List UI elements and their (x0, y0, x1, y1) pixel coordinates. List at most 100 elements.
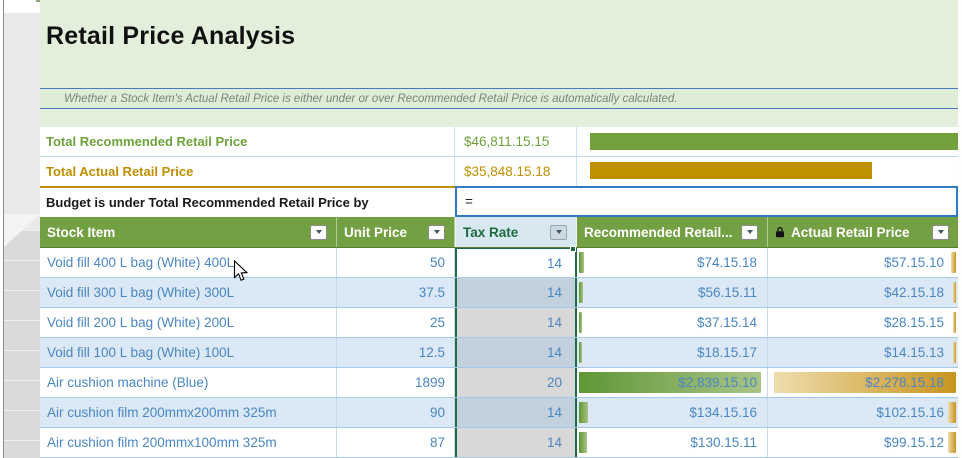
cell-recommended[interactable]: $74.15.18 (577, 248, 768, 277)
cell-stock-item[interactable]: Void fill 400 L bag (White) 400L (40, 248, 337, 277)
header-stock-item-label: Stock Item (47, 224, 116, 240)
summary-value-recommended[interactable]: $46,811.15.15 (455, 127, 577, 156)
chevron-down-icon (315, 230, 322, 234)
actual-data-bar (773, 372, 956, 393)
cell-stock-item[interactable]: Void fill 100 L bag (White) 100L (40, 338, 337, 367)
actual-data-bar (951, 252, 956, 273)
cell-stock-item[interactable]: Air cushion film 200mmx200mm 325m (40, 398, 337, 427)
filter-button[interactable] (932, 224, 949, 240)
cell-stock-item[interactable]: Air cushion film 200mmx100mm 325m (40, 428, 337, 457)
header-stock-item[interactable]: Stock Item (40, 217, 337, 247)
table-row: Air cushion film 200mmx100mm 325m 87 14 … (40, 428, 958, 458)
cell-recommended[interactable]: $37.15.14 (577, 308, 768, 337)
cell-recommended[interactable]: $2,839.15.10 (577, 368, 768, 397)
header-recommended-retail[interactable]: Recommended Retail... (577, 217, 768, 247)
rail-lower (4, 230, 40, 458)
table-row: Void fill 100 L bag (White) 100L 12.5 14… (40, 338, 958, 368)
actual-data-bar (947, 402, 956, 423)
selection-handle[interactable] (570, 246, 576, 252)
worksheet-left-rail (0, 0, 40, 458)
title-block: Retail Price Analysis Whether a Stock It… (40, 0, 958, 127)
cell-tax-rate[interactable]: 14 (455, 338, 577, 367)
filter-button[interactable] (310, 224, 327, 240)
cell-recommended[interactable]: $56.15.11 (577, 278, 768, 307)
table-header-row: Stock Item Unit Price Tax Rate Recommend… (40, 217, 958, 248)
cell-actual[interactable]: $42.15.18 (768, 278, 958, 307)
cell-recommended[interactable]: $134.15.16 (577, 398, 768, 427)
summary-row-recommended: Total Recommended Retail Price $46,811.1… (40, 127, 958, 157)
recommended-data-bar (579, 432, 588, 453)
cell-actual[interactable]: $102.15.16 (768, 398, 958, 427)
recommended-data-bar (579, 282, 583, 303)
chevron-down-icon (433, 230, 440, 234)
rail-upper (4, 13, 40, 230)
filter-button[interactable] (428, 224, 445, 240)
cell-actual[interactable]: $99.15.12 (768, 428, 958, 457)
actual-total-bar (590, 162, 873, 179)
summary-label-recommended[interactable]: Total Recommended Retail Price (40, 127, 455, 156)
header-actual-label: Actual Retail Price (791, 224, 910, 240)
cell-unit-price[interactable]: 90 (337, 398, 455, 427)
recommended-data-bar (579, 252, 584, 273)
filter-button[interactable] (550, 224, 567, 240)
summary-label-budget[interactable]: Budget is under Total Recommended Retail… (40, 186, 455, 217)
cell-tax-rate[interactable]: 14 (455, 308, 577, 337)
recommended-data-bar (579, 342, 582, 363)
cell-unit-price[interactable]: 50 (337, 248, 455, 277)
cell-recommended[interactable]: $18.15.17 (577, 338, 768, 367)
chevron-down-icon (746, 230, 753, 234)
cell-stock-item[interactable]: Void fill 300 L bag (White) 300L (40, 278, 337, 307)
table-row: Void fill 300 L bag (White) 300L 37.5 14… (40, 278, 958, 308)
summary-row-budget: Budget is under Total Recommended Retail… (40, 186, 958, 217)
cell-unit-price[interactable]: 1899 (337, 368, 455, 397)
cell-stock-item[interactable]: Air cushion machine (Blue) (40, 368, 337, 397)
header-tax-rate[interactable]: Tax Rate (455, 217, 577, 247)
actual-data-bar (952, 282, 956, 303)
table-row: Air cushion machine (Blue) 1899 20 $2,83… (40, 368, 958, 398)
budget-formula-edit-cell[interactable]: = (455, 186, 958, 217)
cell-actual[interactable]: $2,278.15.18 (768, 368, 958, 397)
recommended-data-bar (579, 402, 588, 423)
mouse-cursor (233, 260, 249, 282)
summary-value-actual[interactable]: $35,848.15.18 (455, 157, 577, 186)
summary-barcell-recommended[interactable] (577, 127, 958, 156)
recommended-total-bar (590, 133, 958, 150)
summary-label-actual[interactable]: Total Actual Retail Price (40, 157, 455, 186)
header-actual-retail[interactable]: Actual Retail Price (768, 217, 958, 247)
recommended-data-bar (579, 372, 762, 393)
window-right-edge (958, 0, 962, 458)
recommended-data-bar (579, 312, 582, 333)
cell-tax-rate-active[interactable]: 14 (455, 248, 577, 277)
cell-unit-price[interactable]: 12.5 (337, 338, 455, 367)
cell-tax-rate[interactable]: 14 (455, 428, 577, 457)
table-row: Void fill 400 L bag (White) 400L 50 14 $… (40, 248, 958, 278)
worksheet-content: Retail Price Analysis Whether a Stock It… (40, 0, 958, 458)
cell-tax-rate[interactable]: 14 (455, 398, 577, 427)
cell-tax-rate[interactable]: 20 (455, 368, 577, 397)
chevron-down-icon (937, 230, 944, 234)
cell-actual[interactable]: $57.15.10 (768, 248, 958, 277)
header-unit-price[interactable]: Unit Price (337, 217, 455, 247)
table-row: Air cushion film 200mmx200mm 325m 90 14 … (40, 398, 958, 428)
cell-actual[interactable]: $28.15.15 (768, 308, 958, 337)
header-recommended-label: Recommended Retail... (584, 224, 733, 240)
cell-actual[interactable]: $14.15.13 (768, 338, 958, 367)
cell-unit-price[interactable]: 37.5 (337, 278, 455, 307)
cell-unit-price[interactable]: 87 (337, 428, 455, 457)
subtitle-band: Whether a Stock Item's Actual Retail Pri… (40, 88, 958, 109)
cell-unit-price[interactable]: 25 (337, 308, 455, 337)
window-left-border (3, 0, 4, 458)
summary-row-actual: Total Actual Retail Price $35,848.15.18 (40, 157, 958, 186)
subtitle-text: Whether a Stock Item's Actual Retail Pri… (64, 92, 678, 105)
actual-data-bar (953, 312, 956, 333)
filter-button[interactable] (741, 224, 758, 240)
cell-stock-item[interactable]: Void fill 200 L bag (White) 200L (40, 308, 337, 337)
header-tax-rate-label: Tax Rate (463, 224, 519, 240)
actual-data-bar (953, 342, 956, 363)
cell-recommended[interactable]: $130.15.11 (577, 428, 768, 457)
cell-tax-rate[interactable]: 14 (455, 278, 577, 307)
header-unit-price-label: Unit Price (344, 224, 408, 240)
collapsed-pane-triangle (4, 214, 40, 247)
summary-barcell-actual[interactable] (577, 157, 958, 186)
